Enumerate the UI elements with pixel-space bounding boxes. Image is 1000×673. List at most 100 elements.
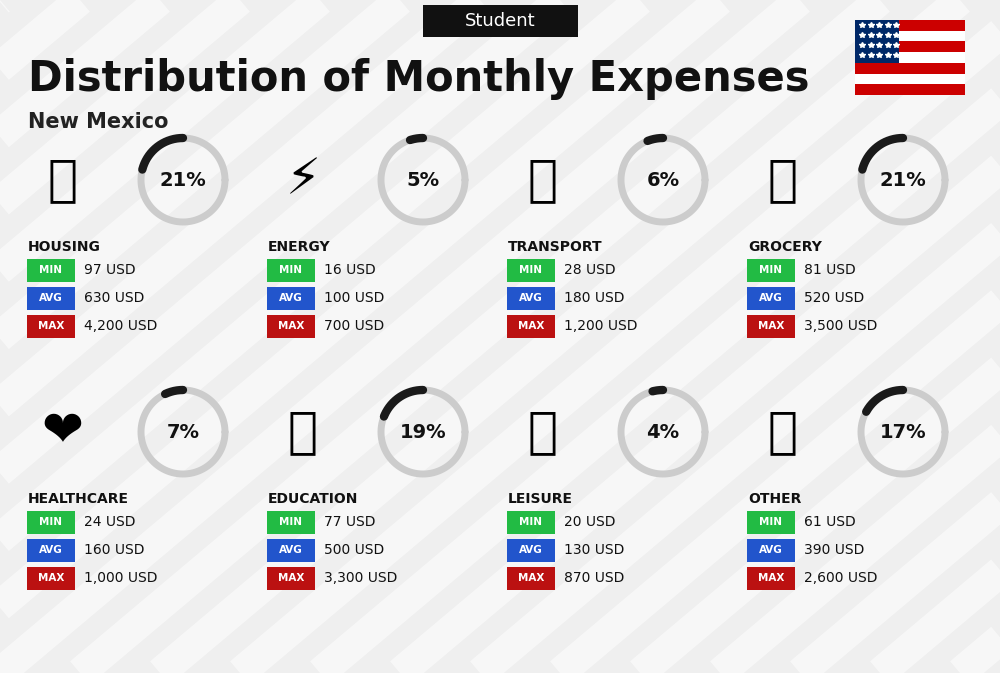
Text: 160 USD: 160 USD (84, 543, 144, 557)
Text: ⚡: ⚡ (285, 156, 321, 204)
Text: 28 USD: 28 USD (564, 263, 616, 277)
Text: 520 USD: 520 USD (804, 291, 864, 305)
Text: 4,200 USD: 4,200 USD (84, 319, 157, 333)
FancyBboxPatch shape (747, 538, 795, 561)
Text: 3,300 USD: 3,300 USD (324, 571, 397, 585)
Text: ❤️: ❤️ (42, 408, 84, 456)
Text: LEISURE: LEISURE (508, 492, 573, 506)
Text: 16 USD: 16 USD (324, 263, 376, 277)
Text: TRANSPORT: TRANSPORT (508, 240, 603, 254)
FancyBboxPatch shape (507, 314, 555, 337)
Text: 24 USD: 24 USD (84, 515, 136, 529)
Text: AVG: AVG (39, 545, 63, 555)
FancyBboxPatch shape (507, 567, 555, 590)
FancyBboxPatch shape (267, 287, 315, 310)
Text: EDUCATION: EDUCATION (268, 492, 358, 506)
Text: MAX: MAX (278, 573, 304, 583)
Text: 5%: 5% (406, 170, 440, 190)
Text: 1,000 USD: 1,000 USD (84, 571, 158, 585)
FancyBboxPatch shape (27, 287, 75, 310)
FancyBboxPatch shape (855, 20, 965, 31)
Text: 🚌: 🚌 (528, 156, 558, 204)
Text: HOUSING: HOUSING (28, 240, 101, 254)
Text: HEALTHCARE: HEALTHCARE (28, 492, 129, 506)
Text: AVG: AVG (519, 545, 543, 555)
Text: 81 USD: 81 USD (804, 263, 856, 277)
Text: 130 USD: 130 USD (564, 543, 624, 557)
Text: 🏢: 🏢 (48, 156, 78, 204)
Text: 17%: 17% (880, 423, 926, 441)
FancyBboxPatch shape (747, 567, 795, 590)
FancyBboxPatch shape (267, 567, 315, 590)
Text: 7%: 7% (166, 423, 200, 441)
Text: 500 USD: 500 USD (324, 543, 384, 557)
Text: 97 USD: 97 USD (84, 263, 136, 277)
Text: MAX: MAX (278, 321, 304, 331)
Text: MIN: MIN (280, 517, 302, 527)
Text: AVG: AVG (759, 293, 783, 303)
Text: 61 USD: 61 USD (804, 515, 856, 529)
Text: 870 USD: 870 USD (564, 571, 624, 585)
Text: MIN: MIN (760, 265, 782, 275)
FancyBboxPatch shape (855, 20, 899, 63)
Text: 390 USD: 390 USD (804, 543, 864, 557)
Text: MAX: MAX (518, 573, 544, 583)
Text: 100 USD: 100 USD (324, 291, 384, 305)
Text: MAX: MAX (758, 321, 784, 331)
FancyBboxPatch shape (507, 538, 555, 561)
Text: MAX: MAX (38, 573, 64, 583)
FancyBboxPatch shape (747, 314, 795, 337)
Text: 630 USD: 630 USD (84, 291, 144, 305)
Text: 180 USD: 180 USD (564, 291, 624, 305)
Text: New Mexico: New Mexico (28, 112, 168, 132)
Text: MIN: MIN (520, 265, 542, 275)
FancyBboxPatch shape (27, 258, 75, 281)
Text: AVG: AVG (519, 293, 543, 303)
FancyBboxPatch shape (267, 314, 315, 337)
FancyBboxPatch shape (27, 538, 75, 561)
Text: 77 USD: 77 USD (324, 515, 376, 529)
FancyBboxPatch shape (267, 511, 315, 534)
FancyBboxPatch shape (855, 84, 965, 95)
Text: 3,500 USD: 3,500 USD (804, 319, 877, 333)
Text: AVG: AVG (279, 293, 303, 303)
Text: 21%: 21% (160, 170, 206, 190)
FancyBboxPatch shape (507, 511, 555, 534)
FancyBboxPatch shape (267, 538, 315, 561)
FancyBboxPatch shape (855, 73, 965, 84)
Text: ENERGY: ENERGY (268, 240, 331, 254)
Text: 2,600 USD: 2,600 USD (804, 571, 878, 585)
Text: 19%: 19% (400, 423, 446, 441)
Text: GROCERY: GROCERY (748, 240, 822, 254)
Text: MAX: MAX (38, 321, 64, 331)
FancyBboxPatch shape (422, 5, 578, 37)
Text: Student: Student (465, 12, 535, 30)
Text: MAX: MAX (518, 321, 544, 331)
Text: 1,200 USD: 1,200 USD (564, 319, 638, 333)
FancyBboxPatch shape (747, 287, 795, 310)
FancyBboxPatch shape (855, 42, 965, 52)
FancyBboxPatch shape (855, 63, 965, 73)
Text: MIN: MIN (760, 517, 782, 527)
Text: AVG: AVG (759, 545, 783, 555)
FancyBboxPatch shape (267, 258, 315, 281)
FancyBboxPatch shape (27, 314, 75, 337)
Text: 🛒: 🛒 (768, 156, 798, 204)
FancyBboxPatch shape (747, 511, 795, 534)
Text: 700 USD: 700 USD (324, 319, 384, 333)
Text: MIN: MIN (520, 517, 542, 527)
Text: 👜: 👜 (768, 408, 798, 456)
Text: AVG: AVG (279, 545, 303, 555)
Text: 🎓: 🎓 (288, 408, 318, 456)
Text: 🛍: 🛍 (528, 408, 558, 456)
FancyBboxPatch shape (855, 52, 965, 63)
FancyBboxPatch shape (27, 511, 75, 534)
Text: MIN: MIN (40, 265, 62, 275)
FancyBboxPatch shape (27, 567, 75, 590)
Text: Distribution of Monthly Expenses: Distribution of Monthly Expenses (28, 58, 810, 100)
Text: AVG: AVG (39, 293, 63, 303)
Text: 21%: 21% (880, 170, 926, 190)
Text: MAX: MAX (758, 573, 784, 583)
Text: 4%: 4% (646, 423, 680, 441)
FancyBboxPatch shape (507, 287, 555, 310)
